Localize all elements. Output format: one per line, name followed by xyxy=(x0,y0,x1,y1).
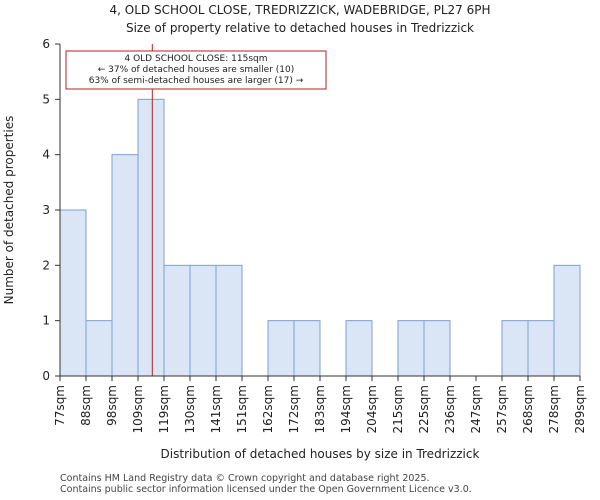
bar-8 xyxy=(267,320,295,377)
histogram-chart: 4, OLD SCHOOL CLOSE, TREDRIZZICK, WADEBR… xyxy=(2,3,587,461)
annotation-line-3: 63% of semi-detached houses are larger (… xyxy=(89,76,304,86)
y-tick-label: 1 xyxy=(42,314,50,328)
x-tick-label: 257sqm xyxy=(495,385,509,433)
y-tick-label: 6 xyxy=(42,37,50,51)
y-tick-label: 2 xyxy=(42,258,50,272)
chart-subtitle: Size of property relative to detached ho… xyxy=(126,21,474,35)
bar-0 xyxy=(59,209,87,377)
annotation-line-2: ← 37% of detached houses are smaller (10… xyxy=(98,65,295,75)
bar-5 xyxy=(189,264,217,377)
y-tick-label: 0 xyxy=(42,369,50,383)
x-tick-label: 98sqm xyxy=(105,385,119,426)
bar-13 xyxy=(397,320,425,377)
bar-14 xyxy=(423,320,451,377)
bar-4 xyxy=(163,264,191,377)
y-tick-label: 3 xyxy=(42,203,50,217)
x-tick-label: 268sqm xyxy=(521,385,535,433)
annotation-box: 4 OLD SCHOOL CLOSE: 115sqm ← 37% of deta… xyxy=(65,50,327,90)
bar-6 xyxy=(215,264,243,377)
bar-2 xyxy=(111,154,139,377)
bar-1 xyxy=(85,320,113,377)
x-tick-label: 247sqm xyxy=(469,385,483,433)
y-tick-label: 5 xyxy=(42,92,50,106)
x-tick-label: 77sqm xyxy=(53,385,67,426)
bar-9 xyxy=(293,320,321,377)
x-axis-label: Distribution of detached houses by size … xyxy=(161,447,480,461)
y-axis-ticks: 0 1 2 3 4 5 6 xyxy=(42,37,60,383)
footer-copyright: Contains HM Land Registry data © Crown c… xyxy=(60,473,430,484)
bar-18 xyxy=(527,320,555,377)
x-tick-label: 289sqm xyxy=(573,385,587,433)
x-tick-label: 151sqm xyxy=(235,385,249,433)
x-tick-label: 204sqm xyxy=(365,385,379,433)
bars-group xyxy=(59,98,581,377)
x-tick-label: 225sqm xyxy=(417,385,431,433)
x-axis-ticks: 77sqm 88sqm 98sqm 109sqm 119sqm 130sqm 141sqm 1… xyxy=(53,376,587,433)
footer-licence: Contains public sector information licen… xyxy=(60,484,472,495)
x-tick-label: 183sqm xyxy=(313,385,327,433)
x-tick-label: 278sqm xyxy=(547,385,561,433)
x-tick-label: 141sqm xyxy=(209,385,223,433)
x-tick-label: 119sqm xyxy=(157,385,171,433)
bar-17 xyxy=(501,320,529,377)
y-tick-label: 4 xyxy=(42,148,50,162)
bar-19 xyxy=(553,264,581,377)
bar-3 xyxy=(137,98,165,377)
y-axis-label: Number of detached properties xyxy=(2,116,16,305)
x-tick-label: 130sqm xyxy=(183,385,197,433)
x-tick-label: 88sqm xyxy=(79,385,93,426)
x-tick-label: 236sqm xyxy=(443,385,457,433)
annotation-border xyxy=(65,50,327,90)
x-tick-label: 215sqm xyxy=(391,385,405,433)
bar-11 xyxy=(345,320,373,377)
chart-title: 4, OLD SCHOOL CLOSE, TREDRIZZICK, WADEBR… xyxy=(110,3,491,17)
x-tick-label: 194sqm xyxy=(339,385,353,433)
x-tick-label: 109sqm xyxy=(131,385,145,433)
x-tick-label: 172sqm xyxy=(287,385,301,433)
x-tick-label: 162sqm xyxy=(261,385,275,433)
annotation-line-1: 4 OLD SCHOOL CLOSE: 115sqm xyxy=(125,54,268,64)
